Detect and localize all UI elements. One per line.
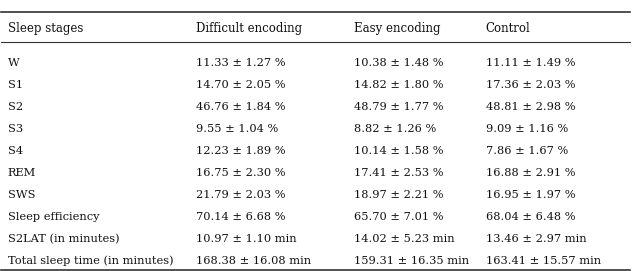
Text: 168.38 ± 16.08 min: 168.38 ± 16.08 min	[197, 256, 311, 266]
Text: 14.70 ± 2.05 %: 14.70 ± 2.05 %	[197, 80, 286, 90]
Text: 48.79 ± 1.77 %: 48.79 ± 1.77 %	[354, 102, 443, 112]
Text: 9.09 ± 1.16 %: 9.09 ± 1.16 %	[486, 124, 568, 134]
Text: S4: S4	[8, 146, 23, 156]
Text: 46.76 ± 1.84 %: 46.76 ± 1.84 %	[197, 102, 286, 112]
Text: 8.82 ± 1.26 %: 8.82 ± 1.26 %	[354, 124, 436, 134]
Text: 13.46 ± 2.97 min: 13.46 ± 2.97 min	[486, 234, 586, 244]
Text: 10.97 ± 1.10 min: 10.97 ± 1.10 min	[197, 234, 297, 244]
Text: 12.23 ± 1.89 %: 12.23 ± 1.89 %	[197, 146, 286, 156]
Text: W: W	[8, 58, 20, 68]
Text: Sleep stages: Sleep stages	[8, 22, 83, 35]
Text: 48.81 ± 2.98 %: 48.81 ± 2.98 %	[486, 102, 575, 112]
Text: 16.88 ± 2.91 %: 16.88 ± 2.91 %	[486, 168, 575, 178]
Text: REM: REM	[8, 168, 36, 178]
Text: 163.41 ± 15.57 min: 163.41 ± 15.57 min	[486, 256, 601, 266]
Text: Easy encoding: Easy encoding	[354, 22, 440, 35]
Text: 65.70 ± 7.01 %: 65.70 ± 7.01 %	[354, 212, 443, 222]
Text: SWS: SWS	[8, 190, 35, 200]
Text: S1: S1	[8, 80, 23, 90]
Text: 16.75 ± 2.30 %: 16.75 ± 2.30 %	[197, 168, 286, 178]
Text: 10.14 ± 1.58 %: 10.14 ± 1.58 %	[354, 146, 443, 156]
Text: 9.55 ± 1.04 %: 9.55 ± 1.04 %	[197, 124, 279, 134]
Text: Total sleep time (in minutes): Total sleep time (in minutes)	[8, 256, 173, 266]
Text: Control: Control	[486, 22, 531, 35]
Text: S2: S2	[8, 102, 23, 112]
Text: 68.04 ± 6.48 %: 68.04 ± 6.48 %	[486, 212, 575, 222]
Text: Sleep efficiency: Sleep efficiency	[8, 212, 99, 222]
Text: 70.14 ± 6.68 %: 70.14 ± 6.68 %	[197, 212, 286, 222]
Text: 14.82 ± 1.80 %: 14.82 ± 1.80 %	[354, 80, 443, 90]
Text: Difficult encoding: Difficult encoding	[197, 22, 302, 35]
Text: 7.86 ± 1.67 %: 7.86 ± 1.67 %	[486, 146, 568, 156]
Text: 10.38 ± 1.48 %: 10.38 ± 1.48 %	[354, 58, 443, 68]
Text: 159.31 ± 16.35 min: 159.31 ± 16.35 min	[354, 256, 469, 266]
Text: S3: S3	[8, 124, 23, 134]
Text: 11.33 ± 1.27 %: 11.33 ± 1.27 %	[197, 58, 286, 68]
Text: S2LAT (in minutes): S2LAT (in minutes)	[8, 234, 119, 244]
Text: 18.97 ± 2.21 %: 18.97 ± 2.21 %	[354, 190, 443, 200]
Text: 21.79 ± 2.03 %: 21.79 ± 2.03 %	[197, 190, 286, 200]
Text: 14.02 ± 5.23 min: 14.02 ± 5.23 min	[354, 234, 455, 244]
Text: 16.95 ± 1.97 %: 16.95 ± 1.97 %	[486, 190, 575, 200]
Text: 17.36 ± 2.03 %: 17.36 ± 2.03 %	[486, 80, 575, 90]
Text: 11.11 ± 1.49 %: 11.11 ± 1.49 %	[486, 58, 575, 68]
Text: 17.41 ± 2.53 %: 17.41 ± 2.53 %	[354, 168, 443, 178]
